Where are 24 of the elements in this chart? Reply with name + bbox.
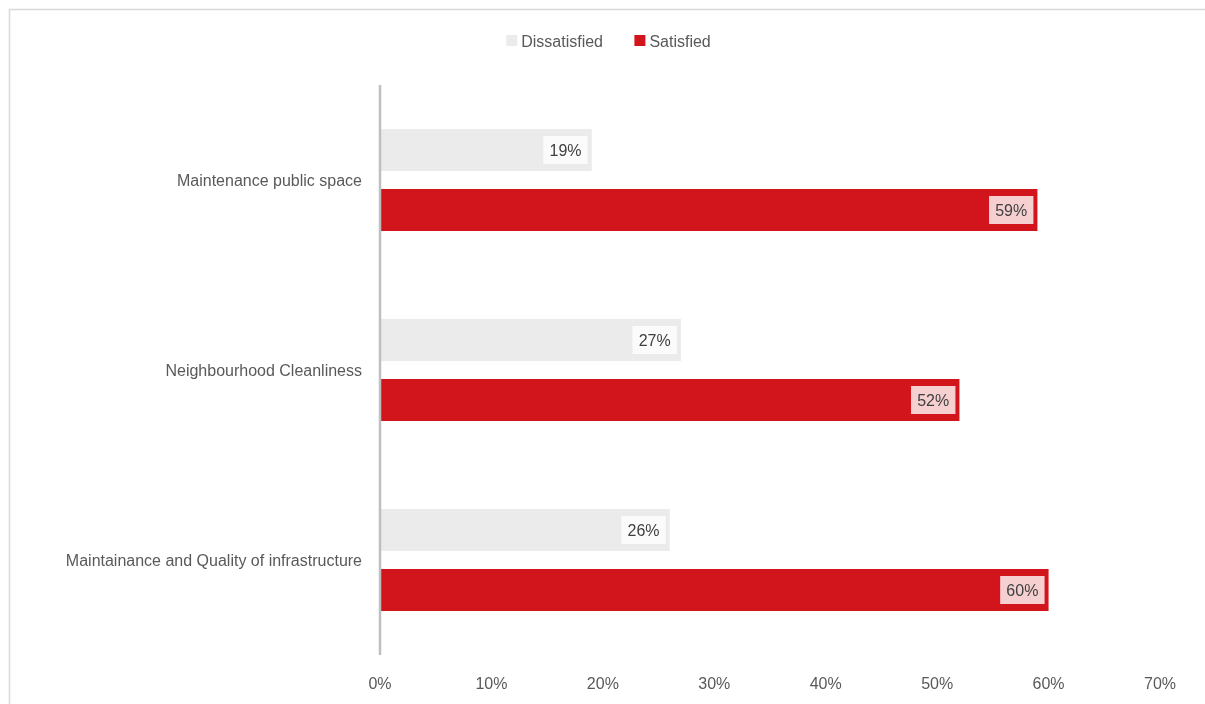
- bar: [380, 189, 1038, 231]
- x-tick-label: 70%: [1143, 674, 1177, 692]
- data-label: 52%: [917, 391, 950, 409]
- y-tick-label: Maintenance public space: [176, 171, 363, 189]
- x-tick-label: 0%: [368, 674, 392, 692]
- x-tick-label: 60%: [1032, 674, 1065, 692]
- x-tick-label: 50%: [921, 674, 954, 692]
- y-tick-label: Maintainance and Quality of infrastructure: [65, 551, 363, 569]
- bar: [380, 319, 681, 361]
- x-tick-label: 30%: [698, 674, 731, 692]
- bar: [380, 569, 1049, 611]
- y-tick-label: Neighbourhood Cleanliness: [165, 361, 362, 379]
- bar: [380, 509, 670, 551]
- data-label: 59%: [995, 201, 1028, 219]
- x-tick-label: 10%: [475, 674, 508, 692]
- data-label: 26%: [627, 521, 660, 539]
- legend-label: Dissatisfied: [521, 32, 604, 50]
- bar: [380, 379, 960, 421]
- x-tick-label: 40%: [809, 674, 842, 692]
- legend-label: Satisfied: [649, 32, 711, 50]
- data-label: 19%: [549, 141, 582, 159]
- data-label: 27%: [638, 331, 671, 349]
- data-label: 60%: [1006, 581, 1039, 599]
- x-tick-label: 20%: [586, 674, 619, 692]
